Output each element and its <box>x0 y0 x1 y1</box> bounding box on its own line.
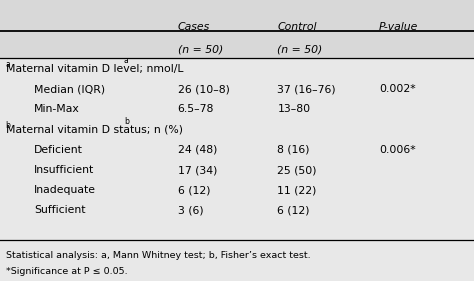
Text: 8 (16): 8 (16) <box>277 145 310 155</box>
Text: (n = 50): (n = 50) <box>178 44 223 54</box>
Text: 0.002*: 0.002* <box>379 84 416 94</box>
Text: 6 (12): 6 (12) <box>277 205 310 216</box>
Text: b: b <box>6 121 10 130</box>
Text: b: b <box>124 117 129 126</box>
Text: Deficient: Deficient <box>34 145 83 155</box>
Text: 13–80: 13–80 <box>277 104 310 114</box>
Text: Control: Control <box>277 22 317 32</box>
Text: 25 (50): 25 (50) <box>277 165 317 175</box>
Text: Median (IQR): Median (IQR) <box>34 84 105 94</box>
Text: Statistical analysis: a, Mann Whitney test; b, Fisher’s exact test.: Statistical analysis: a, Mann Whitney te… <box>6 251 310 260</box>
Text: Min-Max: Min-Max <box>34 104 80 114</box>
Text: 6.5–78: 6.5–78 <box>178 104 214 114</box>
Text: *Significance at P ≤ 0.05.: *Significance at P ≤ 0.05. <box>6 267 128 276</box>
Text: 37 (16–76): 37 (16–76) <box>277 84 336 94</box>
Text: Inadequate: Inadequate <box>34 185 96 195</box>
Text: 17 (34): 17 (34) <box>178 165 217 175</box>
Text: Insufficient: Insufficient <box>34 165 94 175</box>
Text: P-value: P-value <box>379 22 419 32</box>
Text: 6 (12): 6 (12) <box>178 185 210 195</box>
Text: Maternal vitamin D status; n (%): Maternal vitamin D status; n (%) <box>6 124 182 135</box>
Text: (n = 50): (n = 50) <box>277 44 322 54</box>
Text: a: a <box>124 56 129 65</box>
Text: 3 (6): 3 (6) <box>178 205 203 216</box>
Text: 0.006*: 0.006* <box>379 145 416 155</box>
Text: Cases: Cases <box>178 22 210 32</box>
Text: 26 (10–8): 26 (10–8) <box>178 84 229 94</box>
Text: 11 (22): 11 (22) <box>277 185 317 195</box>
Text: Maternal vitamin D level; nmol/L: Maternal vitamin D level; nmol/L <box>6 64 183 74</box>
Text: Sufficient: Sufficient <box>34 205 86 216</box>
Text: 24 (48): 24 (48) <box>178 145 217 155</box>
Text: a: a <box>6 60 10 69</box>
Bar <box>0 0 474 58</box>
